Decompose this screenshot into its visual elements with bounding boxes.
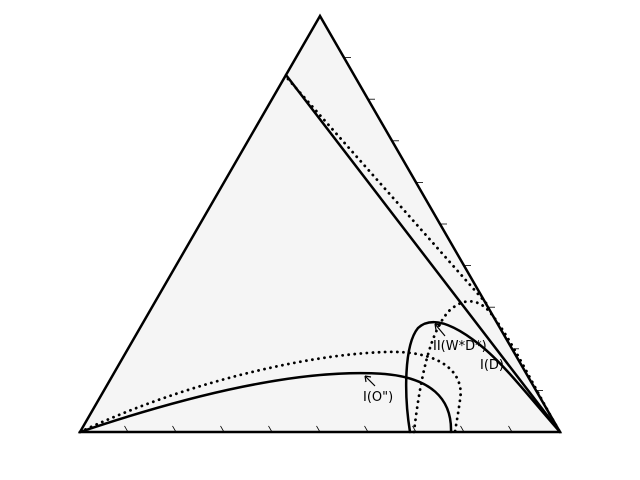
label-o-double-prime: I(O")	[363, 390, 393, 405]
triangle-ticks	[100, 57, 543, 433]
tick-mark	[100, 390, 105, 397]
boundary-line-dotted	[286, 77, 488, 305]
label-w-star-d: II(W*D*)	[433, 339, 487, 354]
tick-mark	[508, 425, 513, 433]
tick-mark	[148, 307, 153, 314]
tick-mark	[220, 425, 225, 433]
boundary-line-solid	[284, 73, 562, 434]
curve-d-solid	[404, 320, 562, 434]
curve-o-double-prime-dotted	[78, 350, 463, 434]
tick-mark	[268, 425, 273, 433]
tick-mark	[316, 425, 321, 433]
curve-o-double-prime-solid	[78, 371, 453, 434]
tick-mark	[220, 182, 225, 189]
tick-mark	[460, 425, 465, 433]
tick-mark	[196, 223, 201, 231]
arrow-w-star-d	[434, 323, 446, 337]
arrow-o-double-prime	[364, 375, 376, 387]
tick-mark	[124, 348, 129, 356]
tick-mark	[364, 425, 369, 433]
tick-mark	[292, 57, 297, 64]
tick-mark	[244, 140, 249, 148]
tick-mark	[124, 425, 129, 433]
tick-mark	[172, 425, 177, 433]
tick-mark	[172, 265, 177, 272]
curve-d-dotted	[412, 299, 562, 434]
tick-mark	[268, 98, 273, 106]
tick-mark	[412, 425, 417, 433]
label-d: I(D)	[480, 358, 504, 373]
